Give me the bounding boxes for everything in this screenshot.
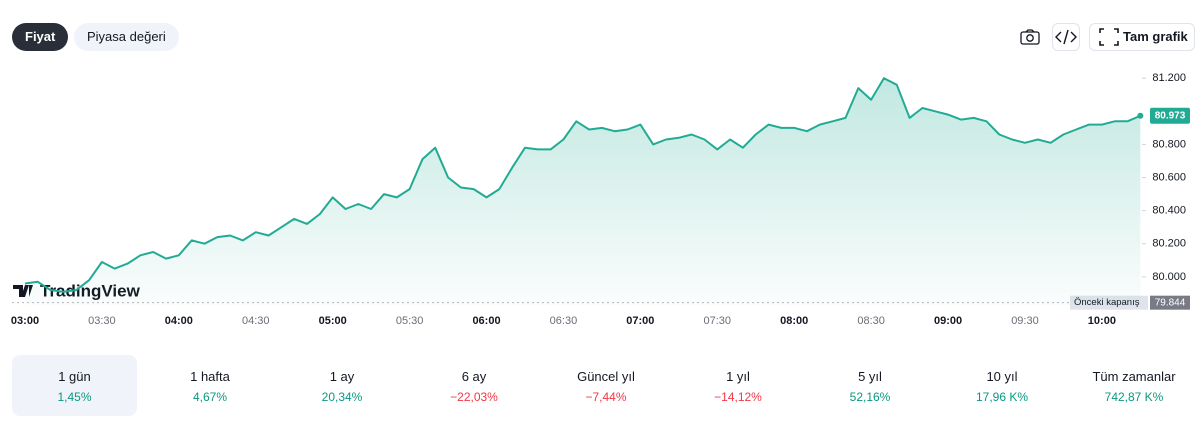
snapshot-button[interactable] xyxy=(1016,23,1044,51)
period-label: Tüm zamanlar xyxy=(1092,369,1176,384)
last-price-label: 80.973 xyxy=(1155,110,1186,121)
y-tick-label: 80.000 xyxy=(1152,271,1186,283)
period-change: 742,87 K% xyxy=(1104,390,1164,404)
code-icon xyxy=(1055,29,1077,45)
x-tick-label: 09:00 xyxy=(934,315,962,327)
period-label: 1 ay xyxy=(329,369,355,384)
x-tick-label: 04:00 xyxy=(165,315,193,327)
period-label: 1 gün xyxy=(58,369,91,384)
chart: TradingView 80.00080.20080.40080.60080.8… xyxy=(11,72,1190,327)
y-tick-label: 80.400 xyxy=(1152,205,1186,217)
period-label: 1 hafta xyxy=(190,369,230,384)
period-label: Güncel yıl xyxy=(577,369,635,384)
period-change: 1,45% xyxy=(57,390,92,404)
period-tab[interactable]: 6 ay −22,03% xyxy=(408,355,540,416)
x-tick-label: 03:30 xyxy=(88,315,116,327)
period-tab[interactable]: Tüm zamanlar 742,87 K% xyxy=(1068,355,1200,416)
period-label: 10 yıl xyxy=(986,369,1018,384)
y-tick-label: 81.200 xyxy=(1152,72,1186,84)
previous-close-value: 79.844 xyxy=(1155,297,1186,308)
area-fill xyxy=(25,78,1141,305)
period-tab[interactable]: 1 hafta 4,67% xyxy=(144,355,276,416)
period-change: 52,16% xyxy=(849,390,891,404)
last-price-bg xyxy=(1150,107,1190,124)
period-label: 1 yıl xyxy=(726,369,750,384)
price-line xyxy=(24,77,1141,293)
x-tick-label: 04:30 xyxy=(242,315,270,327)
period-tab[interactable]: 5 yıl 52,16% xyxy=(804,355,936,416)
tab-market-cap[interactable]: Piyasa değeri xyxy=(74,23,179,51)
x-tick-label: 06:00 xyxy=(472,315,500,327)
tab-price[interactable]: Fiyat xyxy=(12,23,69,51)
y-tick-label: 80.200 xyxy=(1152,238,1186,250)
x-tick-label: 07:00 xyxy=(626,315,654,327)
y-tick-label: 80.800 xyxy=(1152,138,1186,150)
period-change: −22,03% xyxy=(450,390,498,404)
period-tab[interactable]: 1 yıl −14,12% xyxy=(672,355,804,416)
previous-close-value-bg xyxy=(1150,295,1190,310)
camera-icon xyxy=(1020,29,1040,45)
period-change: −14,12% xyxy=(714,390,762,404)
period-change: 17,96 K% xyxy=(975,390,1029,404)
x-tick-label: 07:30 xyxy=(704,315,732,327)
period-label: 5 yıl xyxy=(858,369,882,384)
period-tab[interactable]: Güncel yıl −7,44% xyxy=(540,355,672,416)
x-tick-label: 09:30 xyxy=(1011,315,1039,327)
period-tab[interactable]: 10 yıl 17,96 K% xyxy=(936,355,1068,416)
x-tick-label: 06:30 xyxy=(550,315,578,327)
full-chart-button[interactable]: Tam grafik xyxy=(1089,23,1195,51)
x-tick-label: 10:00 xyxy=(1088,315,1116,327)
period-label: 6 ay xyxy=(461,369,487,384)
embed-button[interactable] xyxy=(1052,23,1080,51)
period-change: 4,67% xyxy=(192,390,228,404)
period-change: 20,34% xyxy=(321,390,363,404)
period-change: −7,44% xyxy=(585,390,627,404)
x-tick-label: 05:00 xyxy=(319,315,347,327)
x-tick-label: 08:30 xyxy=(857,315,885,327)
x-tick-label: 03:00 xyxy=(11,315,39,327)
period-tab[interactable]: 1 gün 1,45% xyxy=(12,355,137,416)
x-tick-label: 08:00 xyxy=(780,315,808,327)
last-point xyxy=(1137,112,1144,119)
x-tick-label: 05:30 xyxy=(396,315,424,327)
fullscreen-icon xyxy=(1099,28,1119,46)
y-tick-label: 80.600 xyxy=(1152,171,1186,183)
full-chart-label: Tam grafik xyxy=(1123,29,1188,44)
period-tab[interactable]: 1 ay 20,34% xyxy=(276,355,408,416)
period-tabs: 1 gün 1,45% 1 hafta 4,67% 1 ay 20,34% 6 ay −22,… xyxy=(12,355,1200,416)
